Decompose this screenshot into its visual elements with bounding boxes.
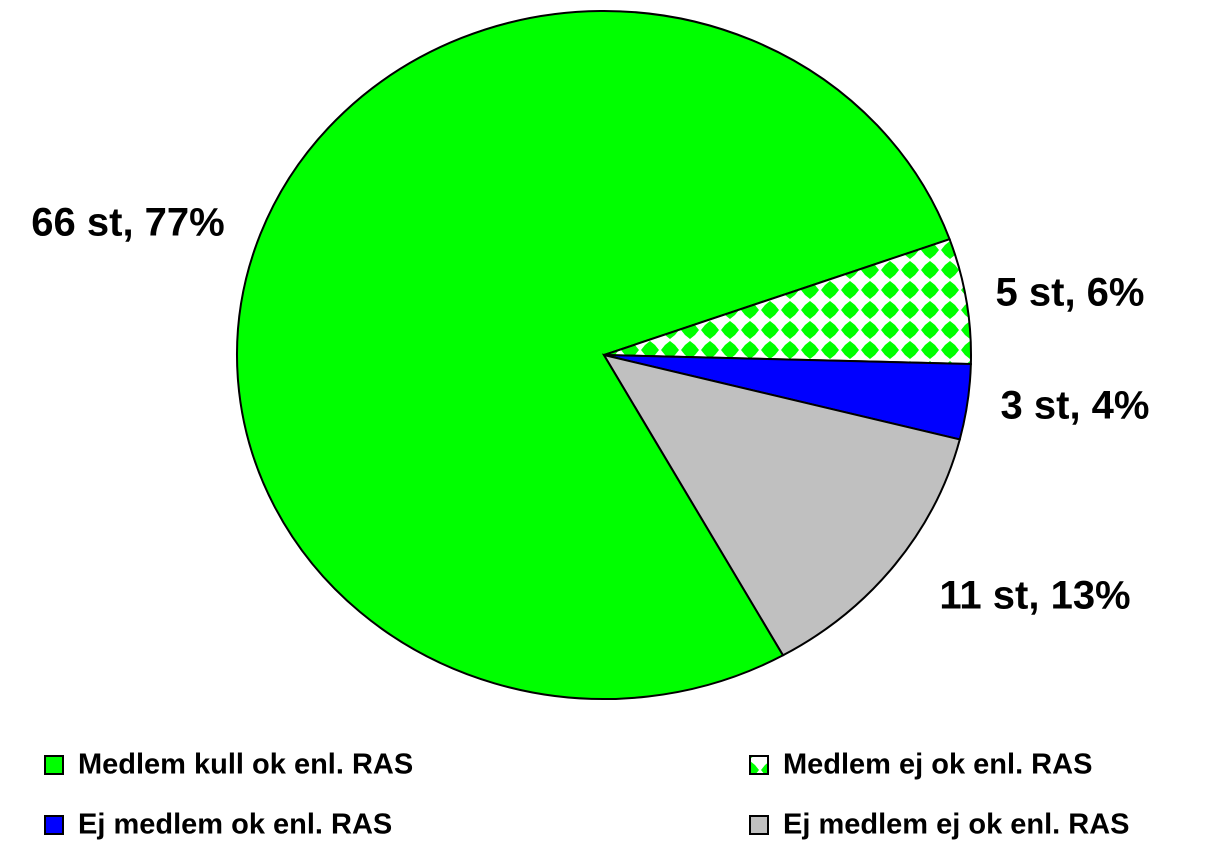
pie-slice [603, 237, 972, 366]
legend-label: Ej medlem ok enl. RAS [78, 809, 392, 841]
legend-swatch [749, 755, 769, 775]
pie-slice [601, 353, 962, 657]
pie-slice [236, 10, 951, 700]
legend-label: Medlem ej ok enl. RAS [783, 749, 1092, 781]
legend-swatch [749, 815, 769, 835]
legend-label: Medlem kull ok enl. RAS [78, 749, 413, 781]
data-label: 5 st, 6% [996, 271, 1145, 315]
legend-swatch [44, 815, 64, 835]
data-label: 66 st, 77% [31, 201, 224, 245]
data-label: 3 st, 4% [1001, 384, 1150, 428]
data-label: 11 st, 13% [939, 574, 1130, 618]
legend-swatch [44, 755, 64, 775]
legend-label: Ej medlem ej ok enl. RAS [783, 809, 1130, 841]
